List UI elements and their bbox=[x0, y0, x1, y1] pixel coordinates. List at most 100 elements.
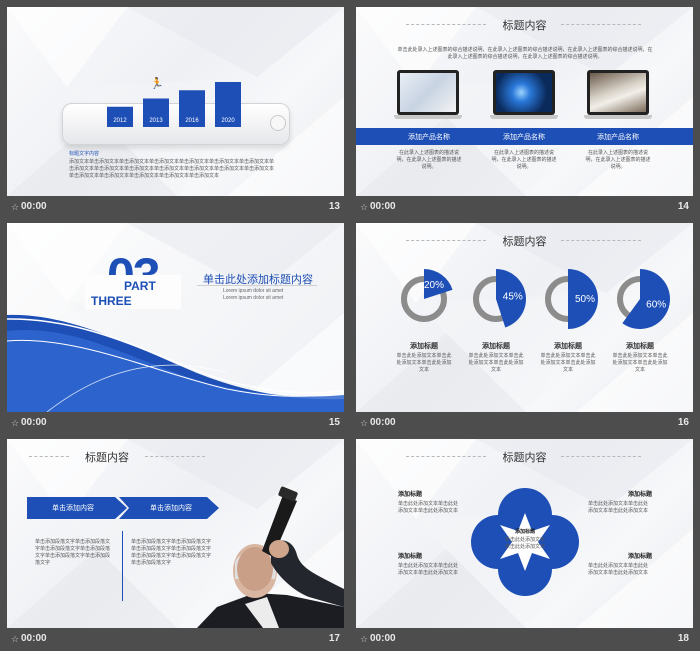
subtitle-line-1: Lorem ipsum dolor sit amet bbox=[223, 288, 284, 294]
laptop-image-documents bbox=[394, 70, 462, 122]
section-number-mask bbox=[85, 275, 181, 309]
ring-value-3: 50% bbox=[575, 294, 595, 305]
slide-timing: 00:00 bbox=[21, 633, 47, 644]
slide-title: 标题内容 bbox=[502, 236, 547, 248]
heading-underline bbox=[197, 285, 317, 286]
transition-star-icon[interactable]: ☆ bbox=[360, 634, 369, 644]
slide-meta: ☆ 00:00 16 bbox=[356, 412, 693, 435]
title-divider-right bbox=[145, 456, 205, 457]
slide-meta: ☆ 00:00 18 bbox=[356, 628, 693, 651]
slide-number: 13 bbox=[328, 201, 340, 212]
product-desc-3: 在此录入上述图表的描述说明，在此录入上述图表的描述说明。 bbox=[585, 150, 651, 170]
ring-slice-2 bbox=[496, 269, 526, 328]
product-label-1: 添加产品名称 bbox=[408, 134, 450, 141]
subtitle-line-2: Lorem ipsum dolor sit amet bbox=[223, 295, 284, 301]
center-body: 单击此处添加文本单击此处添加文本 bbox=[504, 537, 545, 550]
ring-body-2: 单击此处添加文本单击此处添加文本单击此处添加文本 bbox=[468, 353, 524, 373]
wave-graphic bbox=[7, 314, 344, 412]
ring-slice-4 bbox=[622, 269, 670, 329]
ring-value-4: 60% bbox=[646, 299, 666, 310]
column-divider bbox=[122, 531, 123, 601]
ring-body-1: 单击此处添加文本单击此处添加文本单击此处添加文本 bbox=[396, 353, 452, 373]
slide-thumbnail-17[interactable]: 标题内容 单击添加内容 单击添加内容 单击添加段落文字单击添加段落文字单击添加段… bbox=[7, 439, 344, 651]
slide-thumbnail-18[interactable]: 标题内容 添加标题 单击此处添加文本单击此处添加文本 添加标题 单击此处添加文本… bbox=[356, 439, 693, 651]
arrow-label-1[interactable]: 单击添加内容 bbox=[52, 505, 94, 512]
text-heading: 标题文字内容 bbox=[69, 151, 100, 157]
title-divider-right bbox=[561, 240, 641, 241]
transition-star-icon[interactable]: ☆ bbox=[360, 202, 369, 212]
bar-label-2020: 2020 bbox=[221, 118, 235, 124]
slide-14: 标题内容 单击此处录入上述图表的综合描述说明，在此录入上述图表的综合描述说明，在… bbox=[356, 7, 693, 196]
slide-title: 标题内容 bbox=[85, 452, 129, 464]
transition-star-icon[interactable]: ☆ bbox=[11, 634, 20, 644]
corner-heading-top-right: 添加标题 bbox=[627, 492, 652, 498]
intro-text: 单击此处录入上述图表的综合描述说明，在此录入上述图表的综合描述说明，在此录入上述… bbox=[397, 47, 653, 60]
year-bar-chart: 2012 2013 2016 2020 bbox=[107, 82, 241, 127]
transition-star-icon[interactable]: ☆ bbox=[11, 202, 20, 212]
corner-heading-bottom-left: 添加标题 bbox=[398, 554, 423, 560]
product-desc-2: 在此录入上述图表的描述说明，在此录入上述图表的描述说明。 bbox=[491, 150, 557, 170]
corner-body-top-right: 单击此处添加文本单击此处添加文本单击此处添加文本 bbox=[588, 501, 649, 514]
three-label: THREE bbox=[91, 294, 132, 308]
transition-star-icon[interactable]: ☆ bbox=[360, 418, 369, 428]
product-desc-1: 在此录入上述图表的描述说明，在此录入上述图表的描述说明。 bbox=[396, 150, 462, 170]
slide-thumbnail-15[interactable]: 03 PART THREE 单击此处添加标题内容 Lorem ipsum dol… bbox=[7, 223, 344, 435]
ring-body-3: 单击此处添加文本单击此处添加文本单击此处添加文本 bbox=[540, 353, 596, 373]
slide-meta: ☆ 00:00 15 bbox=[7, 412, 344, 435]
product-label-2: 添加产品名称 bbox=[503, 134, 545, 141]
phone-illustration bbox=[62, 103, 290, 145]
title-divider-left bbox=[29, 456, 69, 457]
center-heading: 添加标题 bbox=[514, 529, 535, 535]
transition-star-icon[interactable]: ☆ bbox=[11, 418, 20, 428]
slide-title: 标题内容 bbox=[502, 452, 547, 464]
paragraph-col-1: 单击添加段落文字单击添加段落文字单击添加段落文字单击添加段落文字单击添加段落文字… bbox=[35, 539, 111, 566]
corner-heading-bottom-right: 添加标题 bbox=[627, 554, 652, 560]
corner-body-top-left: 单击此处添加文本单击此处添加文本单击此处添加文本 bbox=[398, 501, 459, 514]
bar-label-2013: 2013 bbox=[149, 118, 163, 124]
slide-meta: ☆ 00:00 17 bbox=[7, 628, 344, 651]
laptop-image-meeting bbox=[584, 70, 652, 122]
slide-number: 18 bbox=[677, 633, 689, 644]
slide-timing: 00:00 bbox=[370, 201, 396, 212]
ring-heading-2: 添加标题 bbox=[482, 343, 510, 350]
percent-ring-chart: 20% 45% 50% 60% bbox=[401, 269, 670, 329]
slide-thumbnail-16[interactable]: 标题内容 20% 45% 50% 60% 添加标题 添加标题 添加标题 添加标题 单击… bbox=[356, 223, 693, 435]
ring-value-2: 45% bbox=[503, 291, 523, 302]
slide-15: 03 PART THREE 单击此处添加标题内容 Lorem ipsum dol… bbox=[7, 223, 344, 412]
bar-label-2016: 2016 bbox=[185, 118, 199, 124]
slide-number: 14 bbox=[677, 201, 689, 212]
laptop-image-gear bbox=[490, 70, 558, 122]
bar-2012 bbox=[107, 106, 133, 127]
part-label: PART bbox=[124, 279, 156, 293]
ring-slice-1 bbox=[424, 269, 453, 299]
corner-body-bottom-right: 单击此处添加文本单击此处添加文本单击此处添加文本 bbox=[588, 563, 649, 576]
bar-2020 bbox=[215, 82, 241, 127]
slide-timing: 00:00 bbox=[370, 417, 396, 428]
slide-17: 标题内容 单击添加内容 单击添加内容 单击添加段落文字单击添加段落文字单击添加段… bbox=[7, 439, 344, 628]
text-body: 添加文本单击添加文本单击添加文本单击添加文本单击添加文本单击添加文本单击添加文本… bbox=[69, 159, 275, 179]
runner-icon: 🏃 bbox=[150, 78, 164, 90]
product-band bbox=[356, 128, 693, 145]
slide-timing: 00:00 bbox=[21, 417, 47, 428]
slide-thumbnail-13[interactable]: 2012 2013 2016 2020 🏃 标题文字内容 添加文本单击添加文本单击添加… bbox=[7, 7, 344, 219]
section-heading[interactable]: 单击此处添加标题内容 bbox=[203, 274, 313, 286]
slide-13: 2012 2013 2016 2020 🏃 标题文字内容 添加文本单击添加文本单击添加… bbox=[7, 7, 344, 196]
title-divider-right bbox=[561, 456, 641, 457]
arrow-shape-1 bbox=[27, 497, 127, 519]
paragraph-col-2: 单击添加段落文字单击添加段落文字单击添加段落文字单击添加段落文字单击添加段落文字… bbox=[131, 539, 212, 566]
bar-2016 bbox=[179, 90, 205, 127]
bar-label-2012: 2012 bbox=[113, 118, 127, 124]
slide-18: 标题内容 添加标题 单击此处添加文本单击此处添加文本 添加标题 单击此处添加文本… bbox=[356, 439, 693, 628]
slide-thumbnail-14[interactable]: 标题内容 单击此处录入上述图表的综合描述说明，在此录入上述图表的综合描述说明，在… bbox=[356, 7, 693, 219]
arrow-shape-2 bbox=[119, 497, 219, 519]
bar-2013 bbox=[143, 98, 169, 127]
four-circle-diagram bbox=[471, 488, 579, 596]
ring-heading-4: 添加标题 bbox=[626, 343, 654, 350]
phone-button bbox=[270, 115, 286, 131]
slide-timing: 00:00 bbox=[21, 201, 47, 212]
arrow-label-2[interactable]: 单击添加内容 bbox=[150, 505, 192, 512]
ring-value-1: 20% bbox=[424, 280, 444, 291]
title-divider-left bbox=[406, 456, 486, 457]
slide-timing: 00:00 bbox=[370, 633, 396, 644]
slide-meta: ☆ 00:00 14 bbox=[356, 196, 693, 219]
